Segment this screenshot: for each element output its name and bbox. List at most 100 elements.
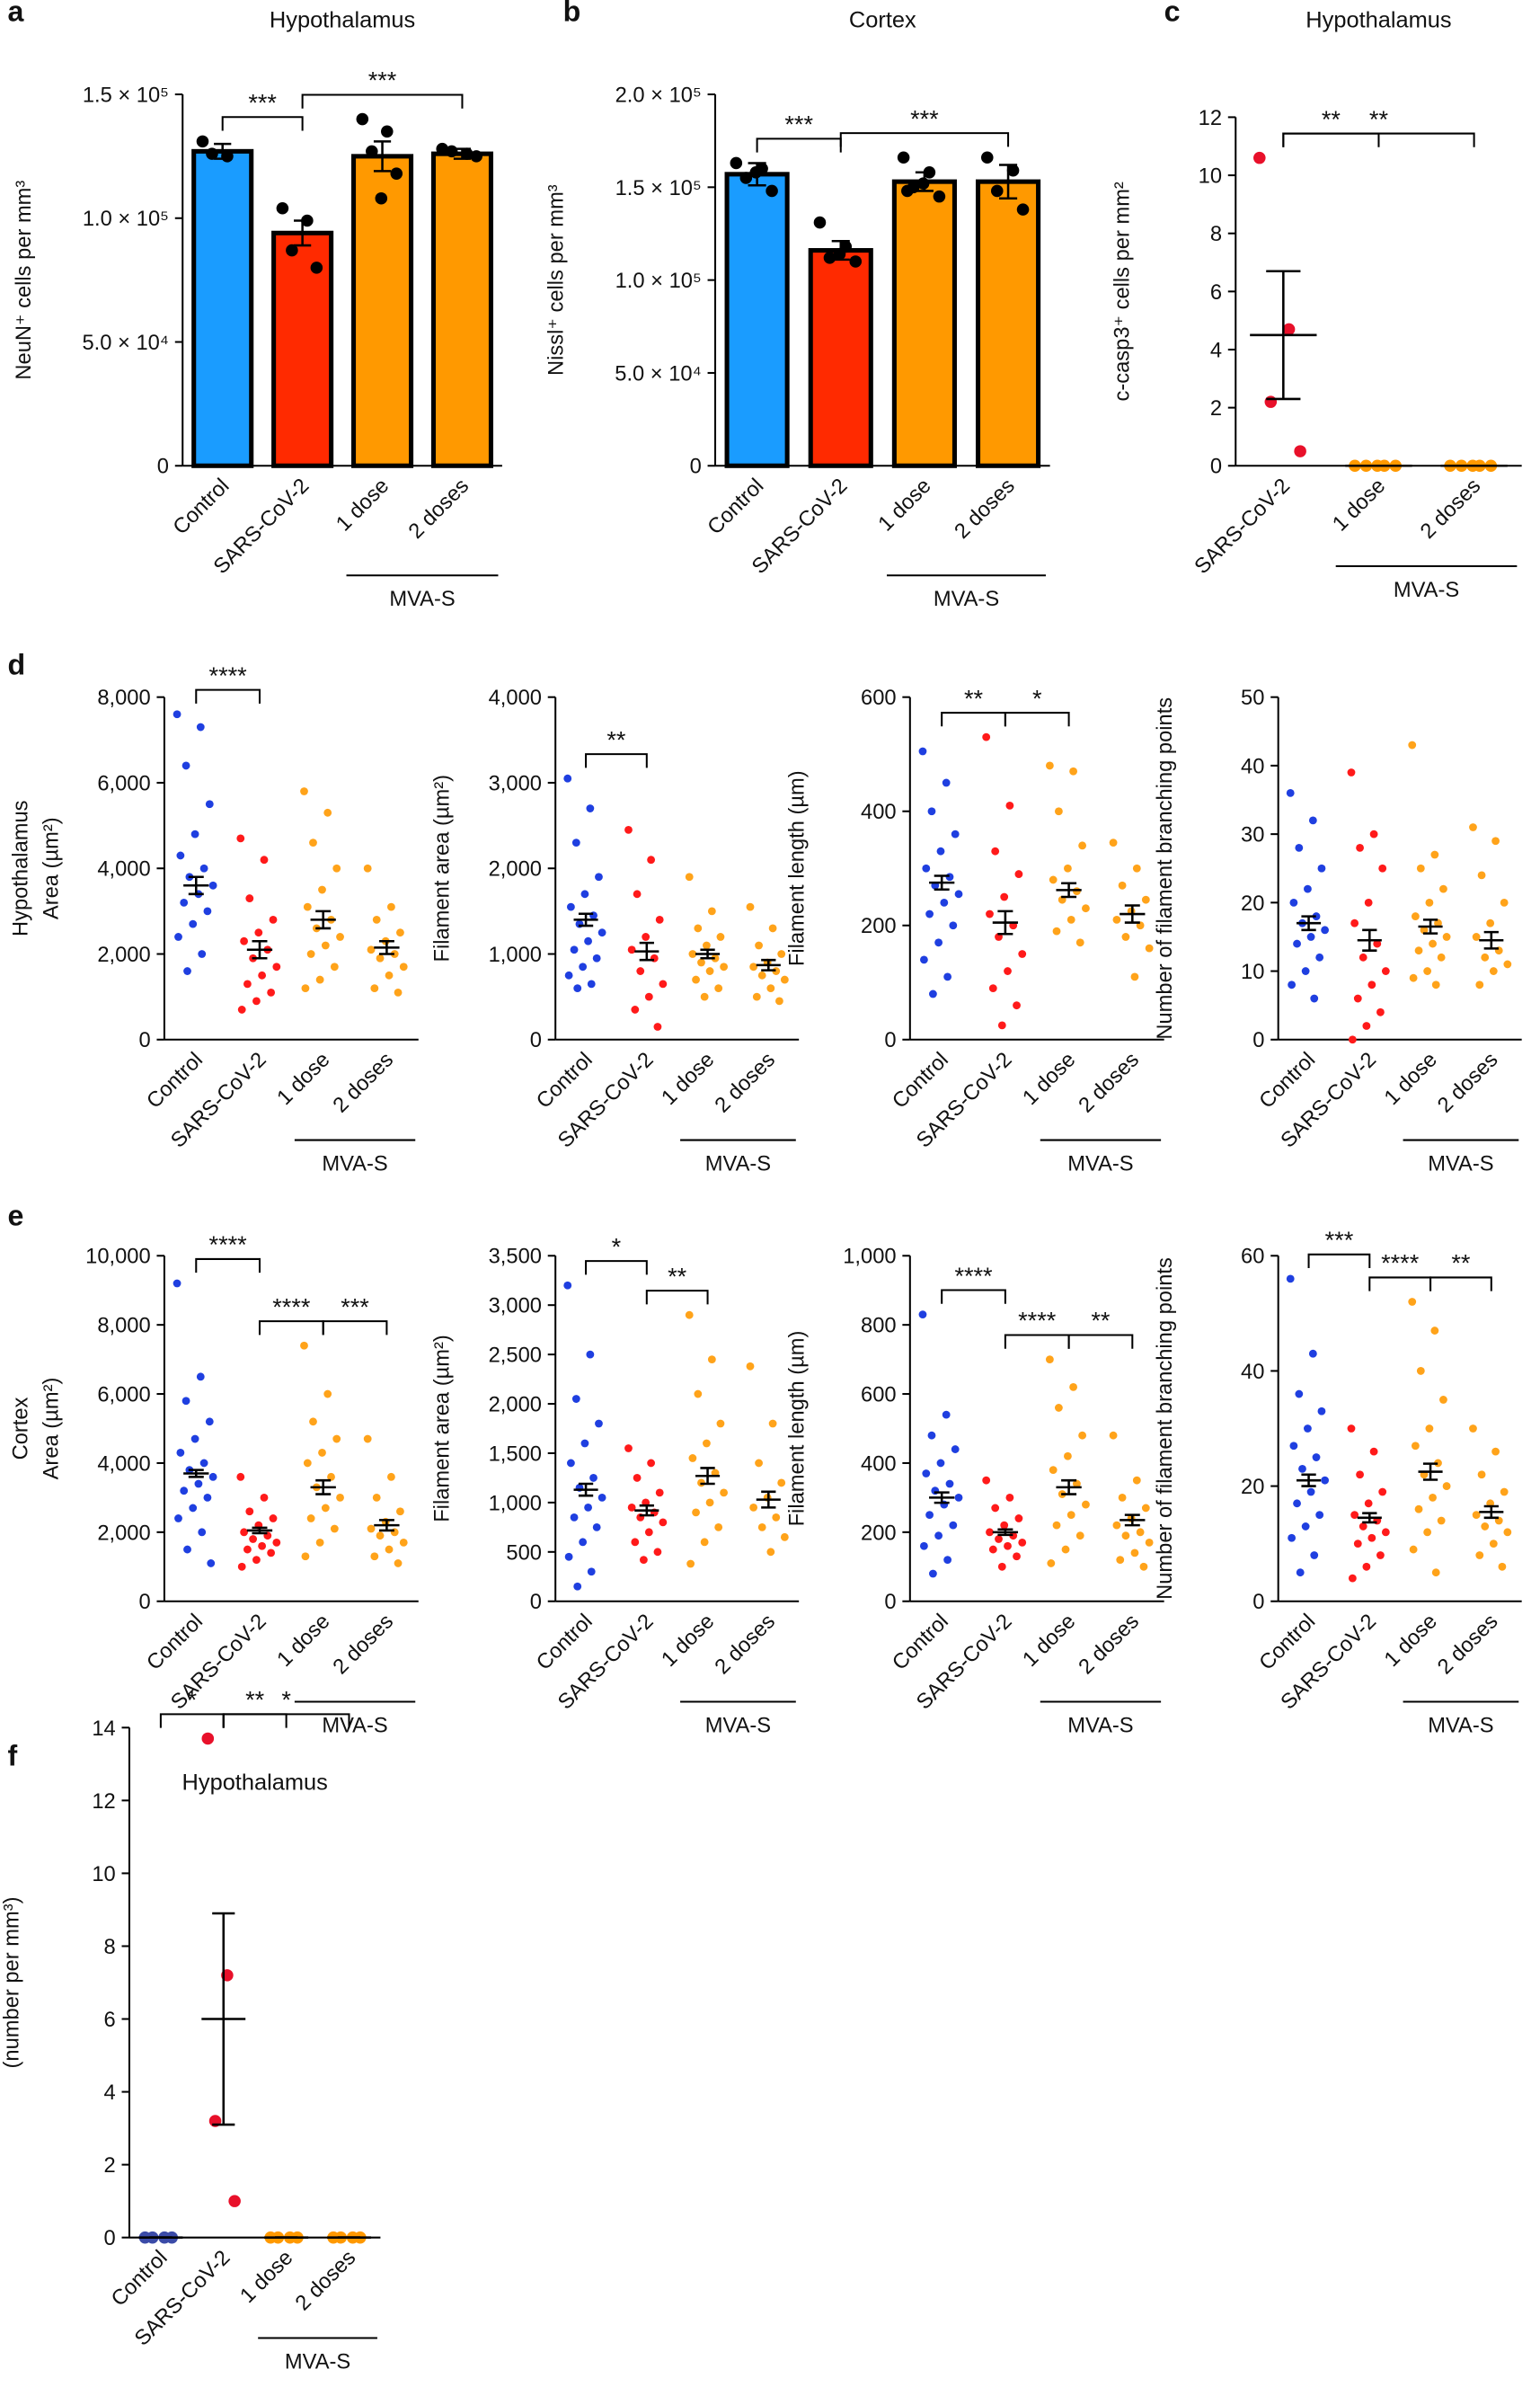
significance-label: * xyxy=(612,1232,622,1260)
chart-title: Hypothalamus xyxy=(182,1770,328,1796)
x-tick-label: 2 doses xyxy=(951,475,1020,544)
data-point xyxy=(597,928,606,937)
y-tick-label: 10 xyxy=(1199,165,1222,189)
data-point xyxy=(173,1279,181,1288)
data-point xyxy=(631,1006,640,1014)
y-tick-label: 1,500 xyxy=(489,1442,542,1466)
y-axis-label: c-casp3⁺ cells per mm² xyxy=(1111,182,1135,401)
data-point xyxy=(1321,1476,1330,1485)
data-point xyxy=(249,1535,258,1543)
data-point xyxy=(918,747,927,756)
group-label: MVA-S xyxy=(705,1714,771,1737)
y-tick-label: 0 xyxy=(138,1591,150,1614)
data-point xyxy=(627,945,636,954)
data-point xyxy=(1312,1453,1321,1461)
data-point xyxy=(1429,939,1437,948)
data-point xyxy=(653,1548,662,1557)
significance-label: * xyxy=(281,1686,291,1714)
data-point xyxy=(1411,1442,1420,1451)
y-tick-label: 800 xyxy=(861,1315,897,1338)
chart-title: Cortex xyxy=(849,7,916,32)
data-point xyxy=(236,834,245,843)
data-point xyxy=(1367,1533,1376,1542)
data-point xyxy=(1353,1540,1362,1548)
data-point xyxy=(1013,1001,1021,1010)
data-point xyxy=(1014,1514,1023,1522)
panel-letter: a xyxy=(7,0,24,28)
y-tick-label: 40 xyxy=(1241,755,1264,778)
data-point xyxy=(390,950,399,958)
data-point xyxy=(659,1518,668,1527)
data-point xyxy=(1437,953,1446,962)
y-tick-label: 4,000 xyxy=(97,1452,150,1476)
data-point xyxy=(1301,1522,1310,1531)
data-point xyxy=(206,147,218,160)
data-point xyxy=(688,950,697,958)
data-point xyxy=(1293,939,1301,948)
data-point xyxy=(587,980,596,989)
data-point xyxy=(236,1472,245,1481)
data-point xyxy=(1145,944,1154,953)
data-point xyxy=(688,1454,697,1462)
significance-bracket xyxy=(159,1713,225,1728)
data-point xyxy=(1434,918,1442,927)
data-point xyxy=(199,864,208,873)
data-point xyxy=(1306,1487,1315,1496)
significance-label: **** xyxy=(1381,1249,1420,1277)
group-label: MVA-S xyxy=(285,2350,350,2374)
panel-letter: f xyxy=(7,1740,17,1772)
data-point xyxy=(1350,1511,1359,1520)
significance-bracket xyxy=(839,132,1010,147)
y-axis-label: Filament length (µm) xyxy=(785,770,809,966)
data-point xyxy=(951,830,960,839)
data-point xyxy=(1295,1389,1304,1398)
data-point xyxy=(309,839,317,847)
significance-label: *** xyxy=(248,88,277,116)
significance-bracket xyxy=(941,1289,1006,1304)
data-point xyxy=(1294,445,1306,457)
data-point xyxy=(258,1541,267,1550)
y-tick-label: 20 xyxy=(1241,892,1264,916)
data-point xyxy=(711,954,720,963)
data-point xyxy=(642,933,651,941)
data-point xyxy=(705,1498,714,1507)
data-point xyxy=(1045,761,1054,770)
data-point xyxy=(697,958,705,967)
significance-label: * xyxy=(188,1686,198,1714)
data-point xyxy=(228,2195,241,2207)
data-point xyxy=(301,1552,310,1561)
data-point xyxy=(1293,1499,1301,1508)
data-point xyxy=(445,145,458,158)
data-point xyxy=(1004,1541,1012,1550)
data-point xyxy=(595,873,603,882)
y-tick-label: 4,000 xyxy=(97,858,150,882)
data-point xyxy=(563,1281,572,1290)
data-point xyxy=(897,151,910,164)
data-point xyxy=(925,910,934,918)
data-point xyxy=(1052,1521,1061,1530)
data-point xyxy=(1069,767,1078,776)
y-tick-label: 12 xyxy=(1199,107,1222,130)
data-point xyxy=(385,1545,394,1554)
panel: Filament area (µm²) 0 500 1,000 1,500 2,000 2,… xyxy=(431,1232,800,1737)
data-point xyxy=(579,963,588,972)
data-point xyxy=(205,1417,214,1426)
data-point xyxy=(237,1562,246,1571)
data-point xyxy=(1301,967,1310,975)
data-point xyxy=(205,800,214,809)
data-point xyxy=(1350,918,1359,927)
data-point xyxy=(949,1521,958,1530)
data-point xyxy=(198,1528,207,1537)
data-point xyxy=(1359,1522,1367,1531)
data-point xyxy=(929,989,937,998)
data-point xyxy=(653,1023,662,1031)
data-point xyxy=(1141,1504,1150,1513)
data-point xyxy=(1109,839,1118,847)
data-point xyxy=(655,1488,664,1497)
data-point xyxy=(1315,1511,1324,1520)
data-point xyxy=(571,839,580,847)
data-point xyxy=(746,1362,755,1371)
significance-label: **** xyxy=(954,1262,993,1290)
data-point xyxy=(768,924,777,933)
data-point xyxy=(1054,807,1063,816)
